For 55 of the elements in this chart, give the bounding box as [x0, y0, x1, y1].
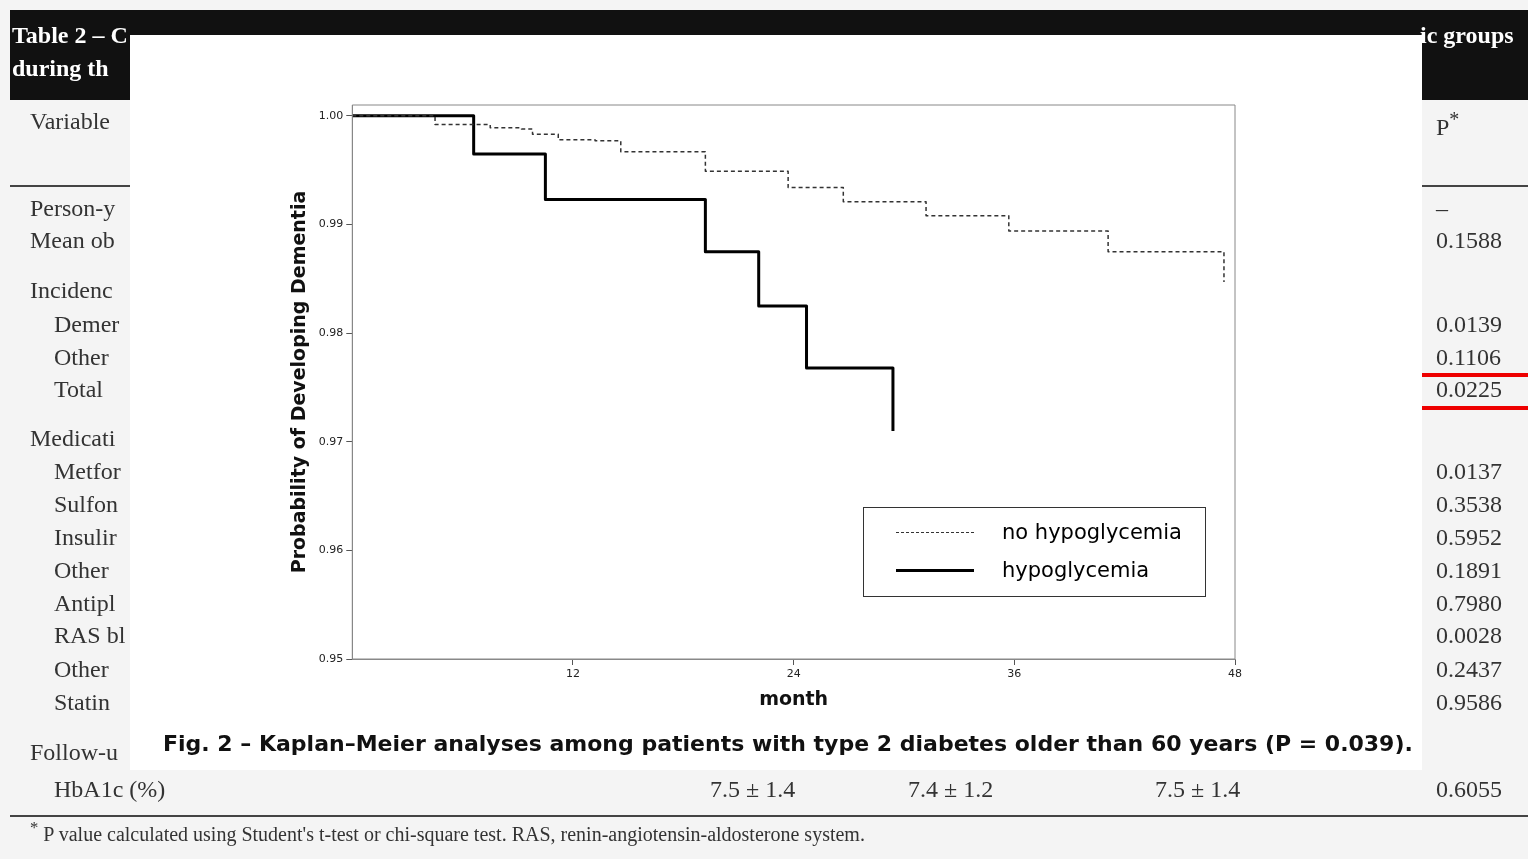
- text: Mean ob: [30, 227, 115, 254]
- x-tick-label: 12: [565, 667, 580, 681]
- text: 0.5952: [1436, 524, 1502, 551]
- text: Medicati: [30, 425, 116, 452]
- x-tick-label: 48: [1228, 667, 1242, 681]
- text: 7.4 ± 1.2: [908, 776, 994, 803]
- y-tick-label: 0.95: [318, 651, 344, 665]
- text: 0.6055: [1436, 776, 1502, 803]
- x-tick-label: 36: [1007, 667, 1022, 681]
- text: Other: [54, 344, 109, 371]
- text: 0.2437: [1436, 656, 1502, 683]
- text: Person-y: [30, 195, 116, 222]
- text: 0.0137: [1436, 458, 1502, 485]
- y-tick-label: 0.99: [318, 217, 344, 231]
- text: $^{*}$ P value calculated using Student's t-test or chi-square test. RAS, renin-angiotensin-aldosterone system.: [30, 818, 865, 846]
- text: Demer: [54, 311, 120, 338]
- text: ic groups: [1420, 22, 1514, 49]
- text: 7.5 ± 1.4: [1155, 776, 1241, 803]
- text: Antipl: [54, 590, 116, 617]
- caption: Table 2 – C: [12, 22, 128, 49]
- legend-label: hypoglycemia: [1002, 558, 1150, 582]
- text: Follow-u: [30, 739, 119, 766]
- text: Metfor: [54, 458, 121, 485]
- text: P$^{*}$: [1436, 108, 1460, 141]
- y-tick-label: 0.97: [318, 434, 344, 448]
- text: –: [1436, 195, 1448, 222]
- text: 0.0225: [1436, 376, 1502, 403]
- x-axis-title: month: [759, 686, 829, 709]
- text: 7.5 ± 1.4: [710, 776, 796, 803]
- text: Variable: [30, 108, 110, 135]
- text: Total: [54, 376, 103, 403]
- text: Other: [54, 656, 109, 683]
- text: 0.3538: [1436, 491, 1502, 518]
- text: 0.0028: [1436, 622, 1502, 649]
- text: Incidenc: [30, 277, 113, 304]
- y-axis-title: Probability of Developing Dementia: [287, 190, 310, 574]
- text: Other: [54, 557, 109, 584]
- text: 0.1891: [1436, 557, 1502, 584]
- text: 0.7980: [1436, 590, 1502, 617]
- text: Statin: [54, 689, 111, 716]
- x-tick-label: 24: [786, 667, 801, 681]
- y-tick-label: 1.00: [318, 108, 344, 122]
- y-tick-label: 0.96: [318, 543, 344, 557]
- text: 0.1588: [1436, 227, 1502, 254]
- text: during th: [12, 55, 109, 82]
- text: Sulfon: [54, 491, 119, 518]
- text: Insulir: [54, 524, 117, 551]
- legend-label: no hypoglycemia: [1002, 520, 1182, 544]
- text: 0.9586: [1436, 689, 1502, 716]
- text: 0.1106: [1436, 344, 1502, 371]
- text: HbA1c (%): [54, 776, 166, 803]
- y-tick-label: 0.98: [318, 325, 344, 339]
- text: Fig. 2 – Kaplan–Meier analyses among patients with type 2 diabetes older than 60 years (P = 0.039).: [163, 731, 1413, 756]
- text: 0.0139: [1436, 311, 1502, 338]
- text: RAS bl: [54, 622, 126, 649]
